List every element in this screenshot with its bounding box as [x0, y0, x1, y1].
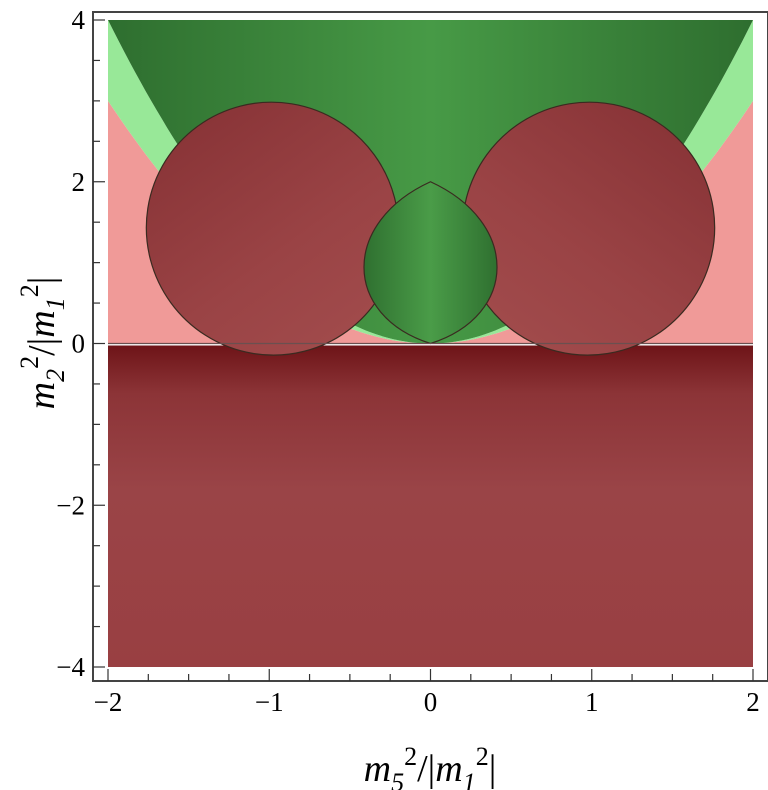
- x-tick-label: 2: [746, 687, 760, 717]
- y-tick-label: −4: [56, 652, 85, 682]
- x-axis-title: m52/|m12|: [364, 742, 497, 790]
- region-lower-red: [108, 345, 753, 667]
- tick-labels: −2 −1 0 1 2 −4 −2 0 2 4: [56, 5, 759, 717]
- lobe-right: [461, 101, 716, 356]
- x-tick-label: −2: [94, 687, 123, 717]
- y-tick-label: 2: [72, 167, 86, 197]
- x-tick-label: −1: [255, 687, 284, 717]
- y-tick-label: −2: [56, 490, 85, 520]
- lobe-left: [145, 101, 400, 356]
- plot-regions: [108, 20, 753, 667]
- y-tick-label: 0: [72, 329, 86, 359]
- lens-green: [363, 181, 498, 345]
- y-tick-label: 4: [72, 5, 86, 35]
- axis-ticks: [93, 19, 754, 681]
- x-tick-label: 1: [585, 687, 599, 717]
- x-tick-label: 0: [424, 687, 438, 717]
- y-axis-title: m22/|m12|: [15, 277, 70, 410]
